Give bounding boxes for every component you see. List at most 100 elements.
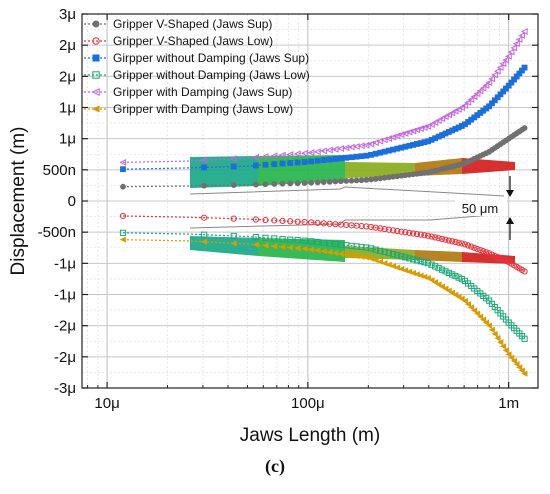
series-point [252,241,259,248]
series-point [262,161,269,168]
series-point [410,256,417,263]
series-point [431,119,439,126]
series-point [230,232,237,240]
series-point [119,158,127,166]
series-point [326,220,333,227]
series-point [301,180,308,186]
series-point [119,236,126,243]
series-point [338,178,344,185]
series-point [458,104,465,111]
series-point [488,75,496,83]
upper-jaw-segment [190,156,258,188]
series-point [343,251,350,258]
series-point [510,44,518,52]
series-point [483,249,490,256]
series-point [307,246,315,253]
series-point [424,232,432,239]
series-point [326,156,333,163]
series-point [119,229,127,236]
series-point [377,247,384,254]
series-point [314,157,321,164]
series-point [307,149,315,156]
upper-jaw-outline [189,186,505,197]
series-point [353,153,360,160]
series-point [521,370,528,377]
series-point [449,271,456,278]
series-point [320,179,327,186]
series-point [230,240,237,247]
series-point [337,250,344,257]
series-point [293,150,301,158]
series-point [461,241,469,248]
series-point [464,301,472,308]
series-point [510,357,517,364]
series-point [332,249,339,257]
series-point [353,252,360,260]
legend-label: Gripper without Damping (Jaws Low) [113,68,310,82]
series-point [253,181,259,188]
series-point [367,223,375,231]
series-point [402,254,409,261]
series-point [476,87,484,95]
series-point [488,326,495,333]
series-point [385,135,392,142]
series-point [424,274,431,282]
series-point [343,154,350,161]
series-point [367,245,375,252]
series-point [521,335,528,342]
series-5 [119,28,528,166]
series-point [432,234,439,241]
series-point [343,178,350,184]
series-point [362,141,370,149]
series-point [279,217,286,224]
series-point [482,319,490,326]
series-point [513,361,520,368]
series-point [449,238,456,245]
series-point [372,246,379,253]
series-point [201,164,207,171]
series-point [504,52,512,60]
series-point [461,297,468,305]
series-point [230,155,237,163]
series-4 [119,229,528,342]
series-point [513,40,520,48]
series-point [342,144,350,152]
series-point [372,257,379,264]
series-point [294,245,301,252]
series-point [413,230,421,238]
series-point [398,228,405,235]
series-point [406,255,413,262]
series-point [507,48,515,56]
lower-jaw-segment [415,250,462,262]
series-point [390,227,397,234]
series-point [326,178,333,185]
series-point [424,260,432,267]
y-tick-label: 1μ [59,100,76,117]
legend: Gripper V-Shaped (Jaws Sup) Gripper V-Sha… [84,17,310,116]
series-point [493,67,501,75]
series-point [434,117,442,125]
series-point [308,238,315,245]
series-point [301,237,308,244]
series-point [499,343,507,350]
series-point [200,156,208,164]
series-point [320,157,327,163]
series-point [499,60,507,68]
series-point [314,179,321,186]
series-point [445,269,452,276]
series-point [421,232,428,239]
series-point [262,181,269,188]
series-point [417,258,424,265]
series-point [390,251,397,258]
series-point [353,177,360,184]
series-point [494,254,501,261]
annotation-background [455,200,507,216]
series-point [480,248,487,255]
series-point [294,218,301,225]
series-point [385,226,392,233]
series-point [467,96,475,103]
series-point [393,132,401,140]
series-point [371,139,379,147]
y-tick-label: -2μ [54,318,76,335]
legend-item-3: Girpper without Damping (Jaws Sup) [84,51,309,65]
